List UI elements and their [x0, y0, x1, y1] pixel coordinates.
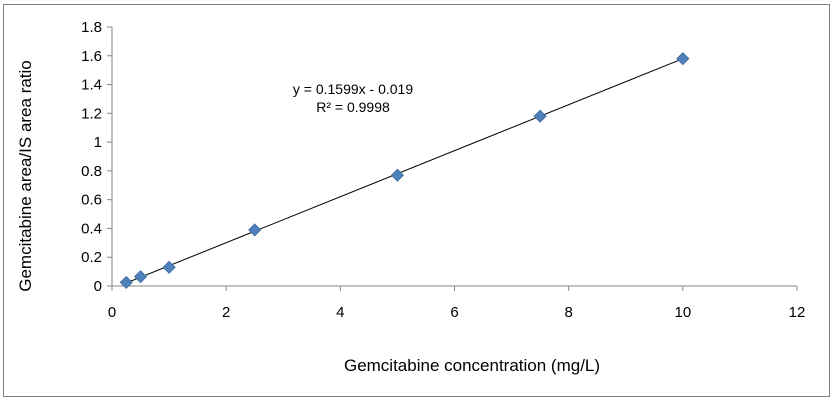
x-tick-label: 6 — [450, 304, 458, 321]
chart-frame — [3, 4, 830, 397]
y-tick-label: 1 — [94, 134, 102, 151]
data-point — [533, 109, 547, 123]
trendline-group — [126, 58, 684, 284]
x-tick-label: 0 — [108, 304, 116, 321]
data-point — [248, 223, 262, 237]
data-point — [119, 275, 133, 289]
axis-ticks: 0 0.2 0.4 0.6 0.8 1 1.2 1.4 1.6 1.8 0 2 4 6 8 10 12 — [81, 19, 805, 321]
x-tick-label: 2 — [222, 304, 230, 321]
trendline-equation: y = 0.1599x - 0.019 — [293, 81, 413, 97]
data-point — [162, 260, 176, 274]
y-axis-title: Gemcitabine area/IS area ratio — [16, 60, 35, 292]
y-tick-label: 1.8 — [81, 19, 102, 36]
y-tick-label: 1.4 — [81, 77, 102, 94]
y-tick-label: 0.2 — [81, 249, 102, 266]
y-tick-label: 1.6 — [81, 48, 102, 65]
y-tick-label: 0 — [94, 278, 102, 295]
x-tick-label: 12 — [789, 304, 806, 321]
y-tick-label: 1.2 — [81, 105, 102, 122]
x-tick-label: 4 — [336, 304, 344, 321]
trendline-r-squared: R² = 0.9998 — [316, 99, 390, 115]
x-axis-title: Gemcitabine concentration (mg/L) — [344, 356, 600, 375]
x-tick-label: 10 — [674, 304, 691, 321]
y-tick-label: 0.4 — [81, 220, 102, 237]
data-point — [390, 168, 404, 182]
data-points — [119, 52, 690, 289]
data-point — [133, 270, 148, 284]
data-point — [676, 52, 690, 66]
y-tick-label: 0.8 — [81, 163, 102, 180]
x-tick-label: 8 — [564, 304, 572, 321]
y-tick-label: 0.6 — [81, 192, 102, 209]
trendline — [126, 58, 684, 284]
